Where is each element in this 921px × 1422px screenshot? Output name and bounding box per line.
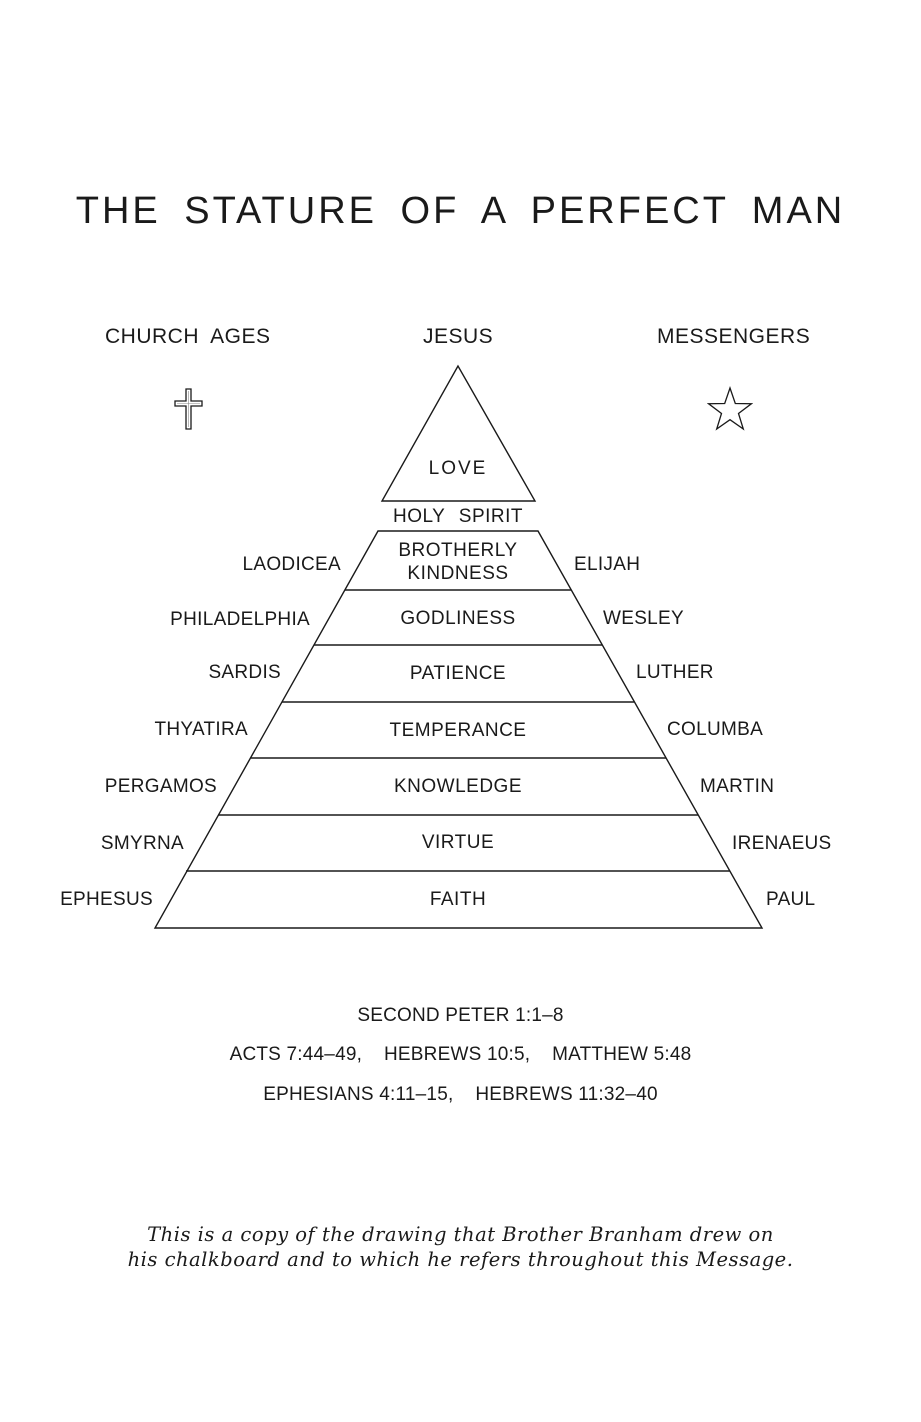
church-age-sardis: SARDIS bbox=[208, 662, 281, 683]
virtue-brotherly-kindness: BROTHERLY KINDNESS bbox=[308, 539, 608, 585]
virtue-virtue: VIRTUE bbox=[421, 832, 495, 853]
virtue-line: BROTHERLY bbox=[398, 540, 518, 561]
messenger-irenaeus: IRENAEUS bbox=[732, 833, 832, 854]
caption-line: his chalkboard and to which he refers th… bbox=[127, 1248, 794, 1271]
scripture-line: SECOND PETER 1:1–8 bbox=[357, 1005, 564, 1026]
caption-line: This is a copy of the drawing that Broth… bbox=[147, 1223, 774, 1246]
header-church-ages: CHURCH AGES bbox=[105, 325, 271, 348]
virtue-patience: PATIENCE bbox=[409, 663, 507, 684]
messenger-luther: LUTHER bbox=[636, 662, 714, 683]
messenger-wesley: WESLEY bbox=[603, 608, 684, 629]
virtue-temperance: TEMPERANCE bbox=[389, 720, 527, 741]
header-jesus: JESUS bbox=[423, 325, 494, 348]
apex-label-love: LOVE bbox=[428, 458, 488, 479]
virtue-godliness: GODLINESS bbox=[400, 608, 516, 629]
cross-icon bbox=[174, 388, 204, 430]
header-messengers: MESSENGERS bbox=[657, 325, 811, 348]
messenger-martin: MARTIN bbox=[700, 776, 775, 797]
church-age-pergamos: PERGAMOS bbox=[104, 776, 217, 797]
scripture-line: ACTS 7:44–49, HEBREWS 10:5, MATTHEW 5:48 bbox=[229, 1044, 692, 1065]
apex-triangle bbox=[380, 364, 537, 502]
church-age-ephesus: EPHESUS bbox=[60, 889, 153, 910]
church-age-thyatira: THYATIRA bbox=[154, 719, 248, 740]
church-age-philadelphia: PHILADELPHIA bbox=[170, 609, 310, 630]
messenger-columba: COLUMBA bbox=[667, 719, 764, 740]
page-title: THE STATURE OF A PERFECT MAN bbox=[75, 190, 846, 232]
virtue-knowledge: KNOWLEDGE bbox=[393, 776, 523, 797]
caption: This is a copy of the drawing that Broth… bbox=[0, 1222, 921, 1272]
holy-spirit-label: HOLY SPIRIT bbox=[393, 506, 523, 527]
messenger-paul: PAUL bbox=[766, 889, 816, 910]
church-age-laodicea: LAODICEA bbox=[242, 554, 341, 575]
church-age-smyrna: SMYRNA bbox=[100, 833, 184, 854]
virtue-line: KINDNESS bbox=[407, 563, 509, 584]
scripture-line: EPHESIANS 4:11–15, HEBREWS 11:32–40 bbox=[263, 1084, 658, 1105]
messenger-elijah: ELIJAH bbox=[574, 554, 641, 575]
virtue-faith: FAITH bbox=[429, 889, 487, 910]
star-icon bbox=[706, 385, 754, 432]
